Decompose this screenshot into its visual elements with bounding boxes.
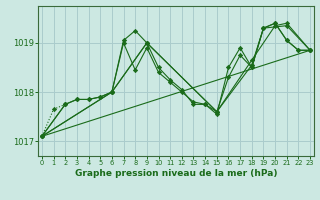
X-axis label: Graphe pression niveau de la mer (hPa): Graphe pression niveau de la mer (hPa) xyxy=(75,169,277,178)
